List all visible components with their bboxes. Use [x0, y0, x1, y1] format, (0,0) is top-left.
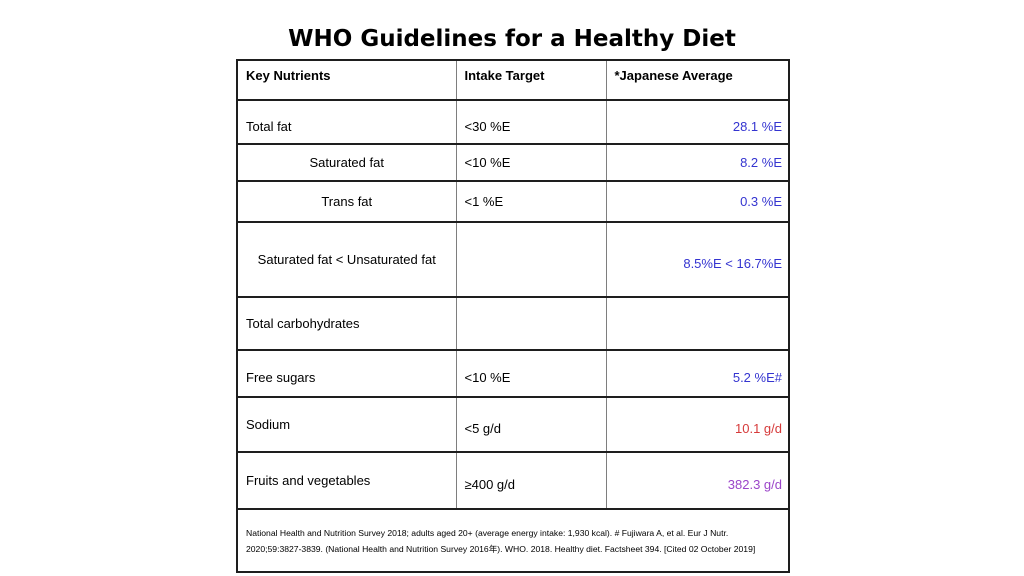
table-header-row: Key Nutrients Intake Target *Japanese Av… — [236, 59, 790, 101]
average-value — [605, 296, 790, 351]
average-value: 10.1 g/d — [605, 396, 790, 453]
intake-target: <5 g/d — [455, 396, 607, 453]
nutrient-label: Total fat — [236, 99, 457, 145]
average-value: 382.3 g/d — [605, 451, 790, 510]
table-row: Sodium <5 g/d 10.1 g/d — [236, 396, 790, 453]
header-intake-target: Intake Target — [455, 59, 607, 101]
average-value: 8.5%E < 16.7%E — [605, 221, 790, 298]
footnote: National Health and Nutrition Survey 201… — [236, 508, 790, 573]
nutrient-label: Saturated fat < Unsaturated fat — [236, 221, 457, 298]
table-row: Total carbohydrates — [236, 296, 790, 351]
intake-target: ≥400 g/d — [455, 451, 607, 510]
intake-target: <1 %E — [455, 180, 607, 223]
intake-target — [455, 296, 607, 351]
table-row: Total fat <30 %E 28.1 %E — [236, 99, 790, 145]
header-japanese-average: *Japanese Average — [605, 59, 790, 101]
table-row: Fruits and vegetables ≥400 g/d 382.3 g/d — [236, 451, 790, 510]
nutrient-label: Free sugars — [236, 349, 457, 398]
table-row: Trans fat <1 %E 0.3 %E — [236, 180, 790, 223]
table-footnote-row: National Health and Nutrition Survey 201… — [236, 508, 790, 573]
diet-guidelines-table: Key Nutrients Intake Target *Japanese Av… — [236, 59, 790, 573]
intake-target: <10 %E — [455, 143, 607, 182]
nutrient-label: Fruits and vegetables — [236, 451, 457, 510]
table-row: Saturated fat <10 %E 8.2 %E — [236, 143, 790, 182]
intake-target: <10 %E — [455, 349, 607, 398]
table-row: Saturated fat < Unsaturated fat 8.5%E < … — [236, 221, 790, 298]
nutrient-label: Sodium — [236, 396, 457, 453]
intake-target — [455, 221, 607, 298]
average-value: 5.2 %E# — [605, 349, 790, 398]
nutrient-label: Total carbohydrates — [236, 296, 457, 351]
header-key-nutrients: Key Nutrients — [236, 59, 457, 101]
page-title: WHO Guidelines for a Healthy Diet — [288, 26, 736, 52]
table-row: Free sugars <10 %E 5.2 %E# — [236, 349, 790, 398]
average-value: 28.1 %E — [605, 99, 790, 145]
average-value: 0.3 %E — [605, 180, 790, 223]
nutrient-label: Saturated fat — [236, 143, 457, 182]
average-value: 8.2 %E — [605, 143, 790, 182]
intake-target: <30 %E — [455, 99, 607, 145]
nutrient-label: Trans fat — [236, 180, 457, 223]
